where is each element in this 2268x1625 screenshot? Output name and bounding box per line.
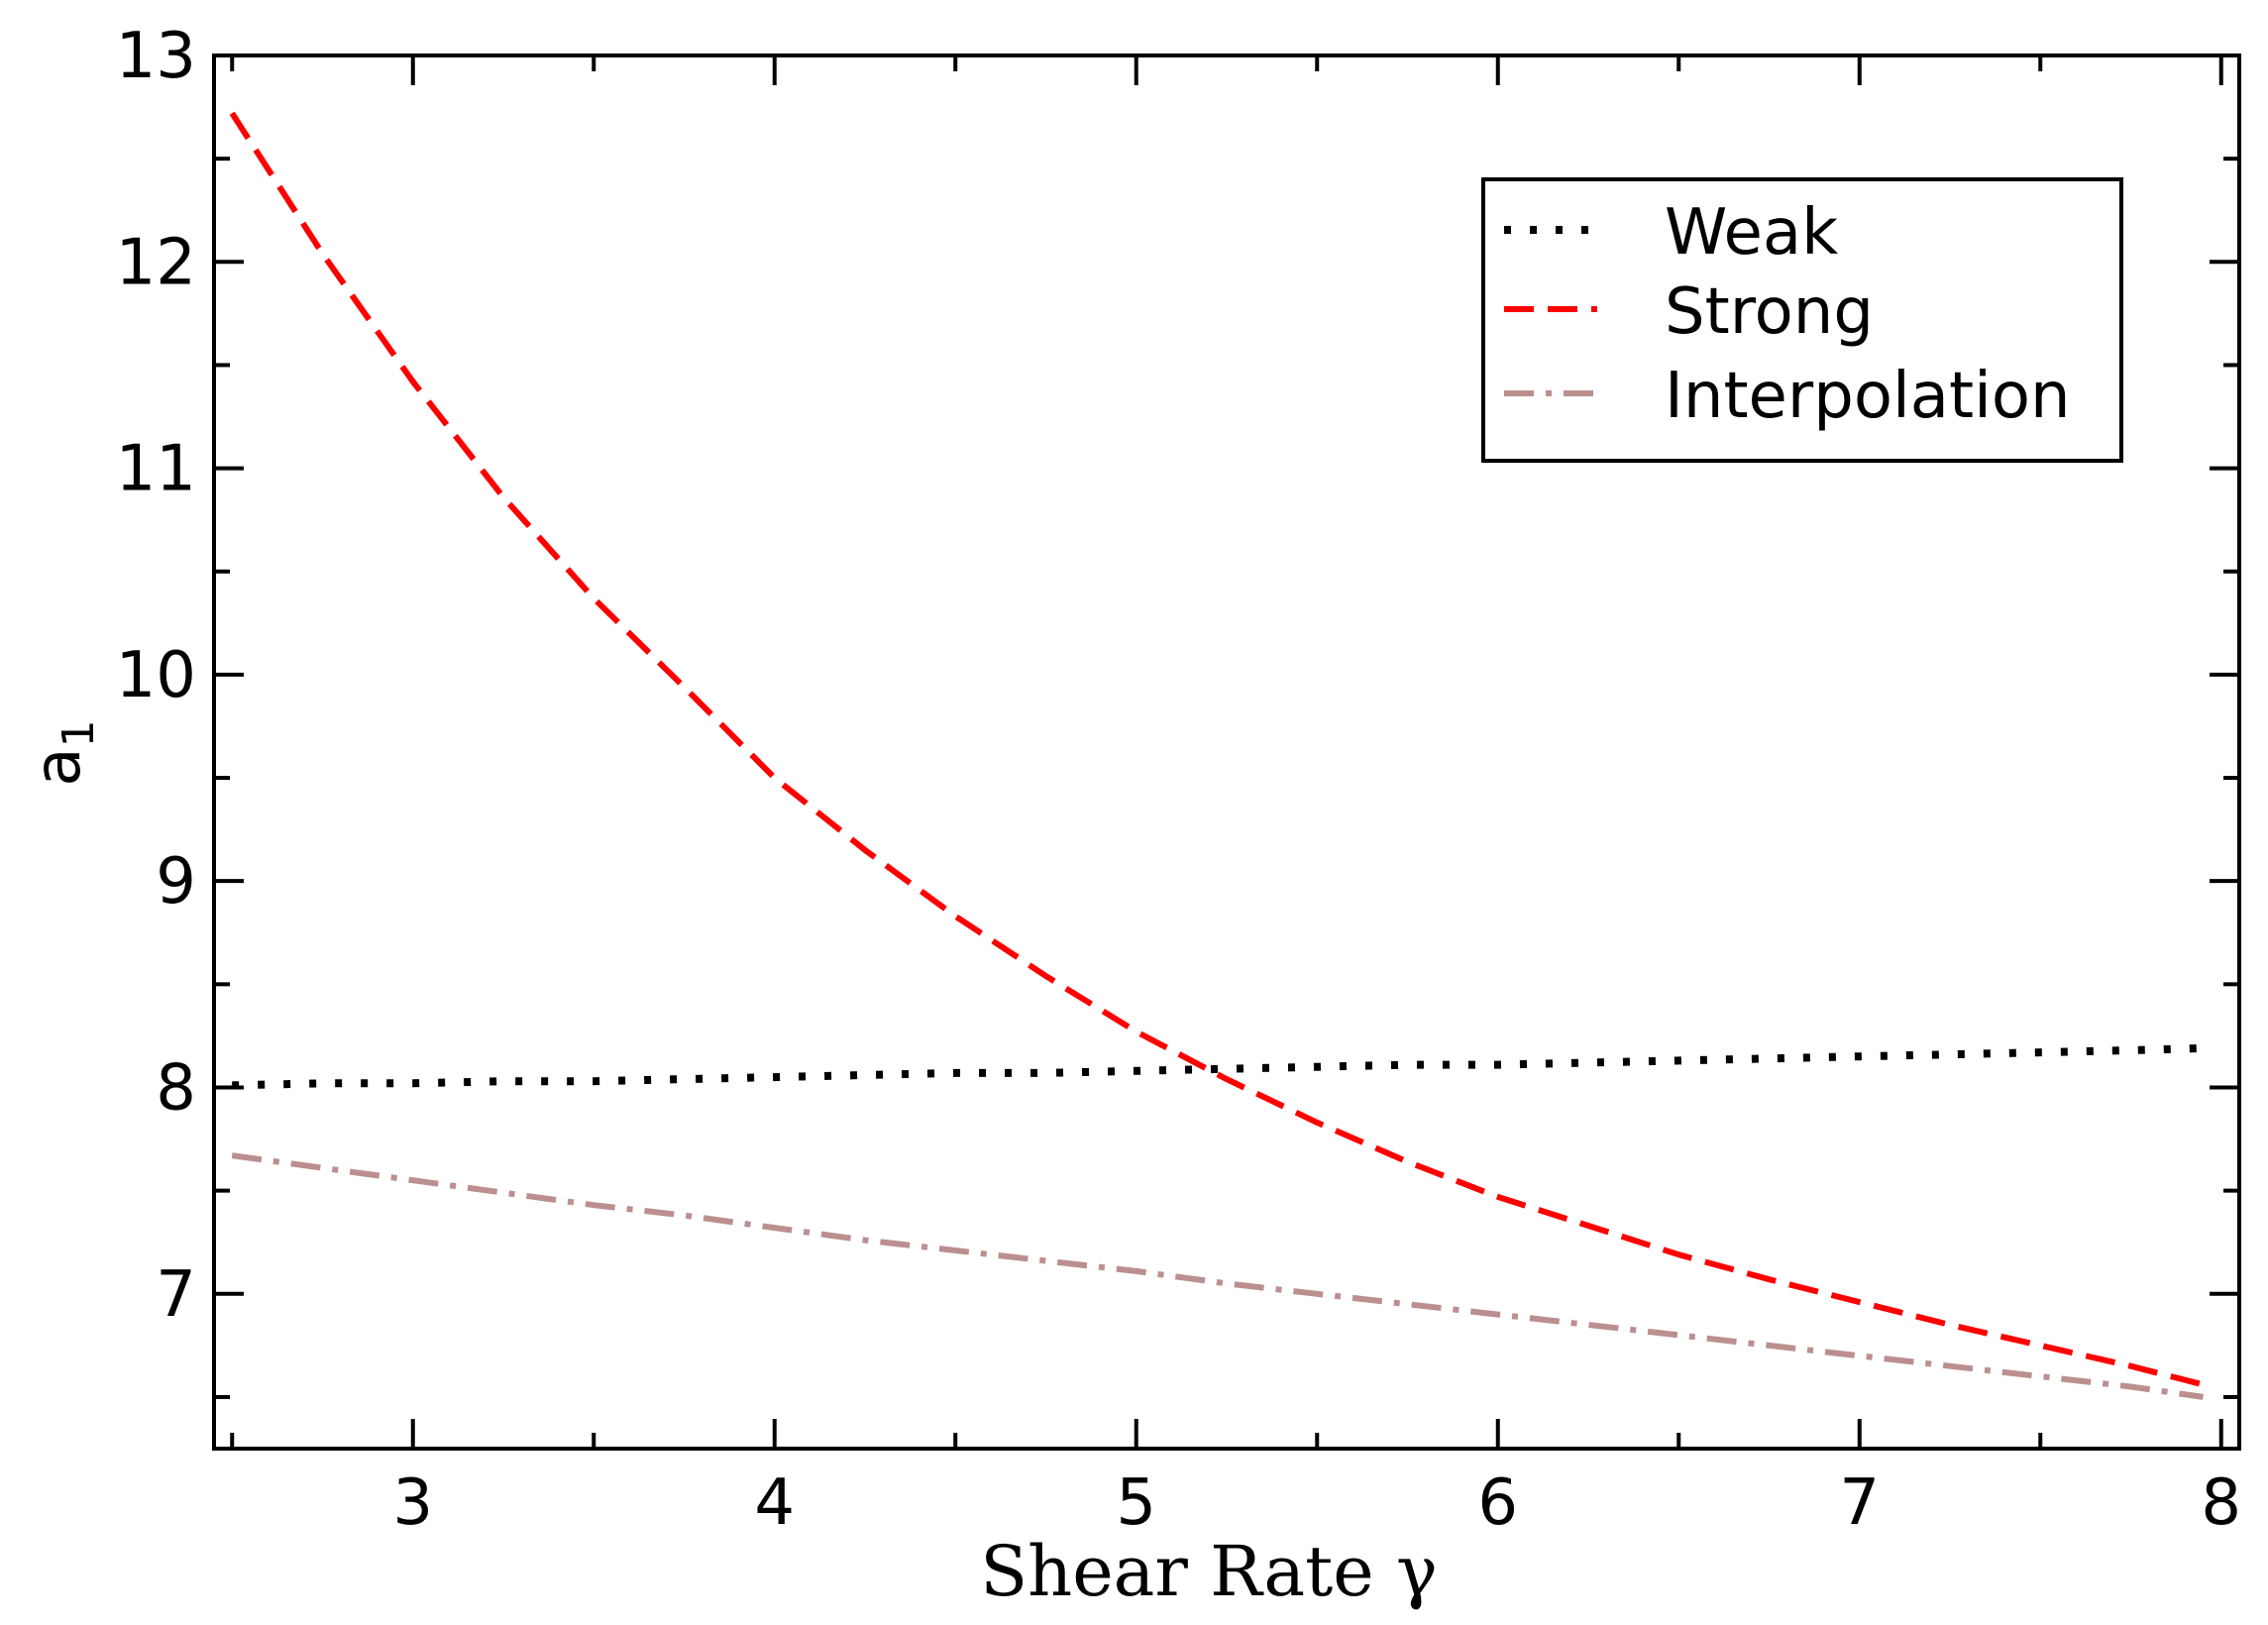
legend-label-interpolation: Interpolation — [1665, 360, 2071, 433]
legend-label-strong: Strong — [1665, 275, 1874, 349]
series-line-strong — [229, 111, 2205, 1388]
series-line-weak — [232, 1043, 2204, 1090]
y-axis-title-subscript: 1 — [54, 719, 104, 747]
y-tick-label: 12 — [116, 226, 196, 299]
series-layer — [229, 111, 2205, 1400]
y-tick-label: 10 — [116, 639, 196, 712]
plot-frame — [212, 54, 2241, 1451]
x-tick-label: 8 — [2201, 1466, 2241, 1540]
y-tick-label: 11 — [116, 433, 196, 506]
x-tick-label: 4 — [754, 1466, 795, 1540]
x-tick-label: 3 — [392, 1466, 433, 1540]
x-tick-label: 7 — [1839, 1466, 1880, 1540]
svg-text:a1: a1 — [22, 719, 104, 786]
y-axis-title: a1 — [22, 719, 104, 786]
y-tick-label: 8 — [156, 1051, 196, 1125]
series-line-interpolation — [231, 1152, 2204, 1400]
y-tick-label: 9 — [156, 845, 196, 919]
y-tick-label: 7 — [156, 1258, 196, 1332]
x-axis-title: Shear Rate γ — [980, 1531, 1438, 1612]
y-tick-label: 13 — [116, 20, 196, 93]
y-axis-title-main: a — [22, 747, 95, 786]
x-tick-label: 5 — [1116, 1466, 1156, 1540]
x-tick-label: 6 — [1477, 1466, 1518, 1540]
legend-box — [1481, 177, 2123, 463]
legend-label-weak: Weak — [1665, 196, 1838, 270]
x-axis-ticks: 3 4 5 6 7 8 — [230, 55, 2241, 1540]
y-axis-ticks: 7 8 9 10 11 12 13 — [116, 20, 2239, 1399]
